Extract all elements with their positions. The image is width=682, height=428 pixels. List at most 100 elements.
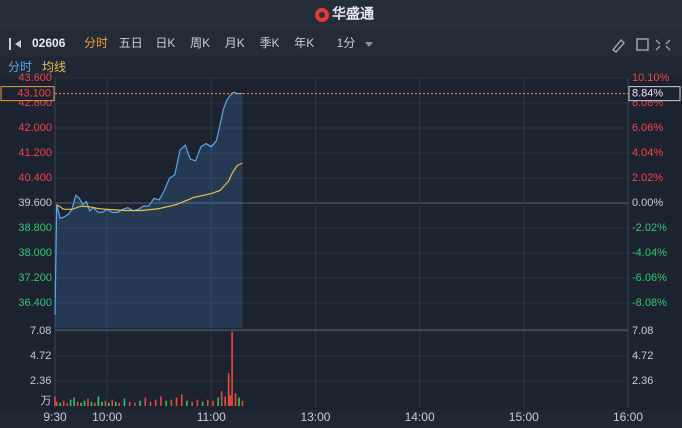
- y-tick-label: 39.600: [18, 197, 52, 209]
- app-title: 华盛通: [332, 6, 374, 22]
- x-tick-label: 13:00: [300, 410, 330, 424]
- last-price-label: 43.100: [17, 88, 51, 100]
- y2-tick-label: 10.10%: [632, 72, 670, 84]
- volume-bar: [94, 402, 96, 406]
- logo-icon-hole: [319, 12, 325, 18]
- volume-bar: [180, 394, 183, 406]
- volume-bar: [224, 396, 226, 406]
- dropdown-arrow[interactable]: [365, 42, 373, 47]
- y2-tick-label: 6.06%: [632, 122, 663, 134]
- volume-bar: [80, 402, 82, 406]
- stock-code: 02606: [32, 36, 66, 50]
- volume-bar: [144, 397, 147, 406]
- volume-bar: [207, 399, 209, 406]
- volume-bar: [90, 401, 93, 406]
- tool-icons: [611, 38, 671, 53]
- last-change-box: [628, 86, 681, 102]
- y2-tick-label: 4.72: [632, 350, 653, 362]
- y2-tick-label: -4.04%: [632, 247, 667, 259]
- x-tick-label: 16:00: [613, 410, 643, 424]
- volume-bar: [238, 397, 240, 406]
- y2-tick-label: -6.06%: [632, 272, 667, 284]
- volume-bar: [234, 393, 237, 406]
- volume-bar: [186, 400, 188, 406]
- volume-bar: [217, 397, 220, 406]
- y-tick-label: 43.600: [18, 72, 52, 84]
- volume-bar: [97, 396, 100, 406]
- volume-bar: [231, 331, 233, 406]
- volume-bar: [114, 401, 117, 406]
- x-tick-label: 10:00: [92, 410, 122, 424]
- last-price-box: [0, 86, 55, 102]
- draw-icon[interactable]: [611, 38, 626, 53]
- grid-icon[interactable]: [655, 39, 671, 51]
- y-tick-label: 42.000: [18, 122, 52, 134]
- expand-icon[interactable]: [636, 38, 649, 51]
- volume-bar: [229, 395, 232, 406]
- volume-bar: [69, 399, 72, 406]
- volume-bar: [76, 401, 79, 406]
- period-tab[interactable]: 月K: [225, 36, 245, 50]
- volume-bar: [123, 398, 126, 406]
- y2-tick-label: 0.00%: [632, 197, 663, 209]
- volume-bar: [66, 402, 68, 406]
- volume-bar: [175, 397, 178, 406]
- back-arrow: [15, 40, 21, 48]
- y2-tick-label: -8.08%: [632, 297, 667, 309]
- y-tick-label: 37.200: [18, 272, 52, 284]
- volume-bar: [191, 401, 193, 406]
- volume-bar: [118, 402, 121, 406]
- chart-area: [0, 78, 682, 410]
- interval-select[interactable]: 1分: [337, 36, 356, 50]
- volume-bar: [220, 391, 223, 406]
- volume-bar: [59, 402, 62, 406]
- toolbar: [0, 30, 682, 57]
- series-line: [56, 162, 243, 212]
- title-bar: [0, 0, 682, 30]
- y2-tick-label: 2.02%: [632, 172, 663, 184]
- legend-entry[interactable]: 分时: [8, 60, 32, 74]
- y-tick-label: 38.000: [18, 247, 52, 259]
- y-tick-label: 7.08: [30, 325, 51, 337]
- volume-bar: [55, 401, 58, 406]
- x-tick-label: 9:30: [43, 410, 67, 424]
- logo: [315, 8, 329, 22]
- volume-bar: [104, 400, 107, 406]
- volume-unit: 万: [41, 395, 52, 407]
- series-line: [54, 91, 243, 315]
- y-tick-label: 2.36: [30, 375, 51, 387]
- volume-bar: [149, 401, 152, 406]
- volume-bar: [201, 401, 204, 406]
- y-tick-label: 36.400: [18, 297, 52, 309]
- period-tab[interactable]: 年K: [294, 36, 314, 50]
- x-tick-label: 14:00: [405, 410, 435, 424]
- volume-bar: [54, 396, 56, 406]
- volume-bar: [154, 399, 157, 406]
- volume-bar: [165, 400, 167, 406]
- y2-tick-label: 2.36: [632, 375, 653, 387]
- volume-bar: [87, 398, 89, 406]
- x-tick-label: 11:00: [197, 410, 226, 424]
- volume-bar: [101, 401, 103, 406]
- volume-bar: [128, 401, 131, 406]
- volume-bar: [139, 400, 141, 406]
- volume-bar: [134, 402, 136, 406]
- period-tab[interactable]: 周K: [190, 36, 210, 50]
- volume-bar: [111, 399, 114, 406]
- volume-bar: [241, 400, 244, 406]
- legend-entry[interactable]: 均线: [42, 60, 66, 74]
- period-tab[interactable]: 五日: [119, 36, 143, 50]
- period-tab[interactable]: 日K: [155, 36, 175, 50]
- y-tick-label: 4.72: [30, 350, 51, 362]
- period-tab[interactable]: 分时: [84, 36, 108, 50]
- y2-tick-label: 7.08: [632, 325, 653, 337]
- last-change-label: 8.84%: [632, 88, 663, 100]
- volume-bar: [160, 396, 162, 406]
- y-tick-label: 40.400: [18, 172, 52, 184]
- volume-bar: [108, 402, 110, 406]
- y2-tick-label: -2.02%: [632, 222, 667, 234]
- period-tab[interactable]: 季K: [259, 36, 279, 50]
- volume-bar: [73, 397, 75, 406]
- back-button[interactable]: [9, 38, 21, 50]
